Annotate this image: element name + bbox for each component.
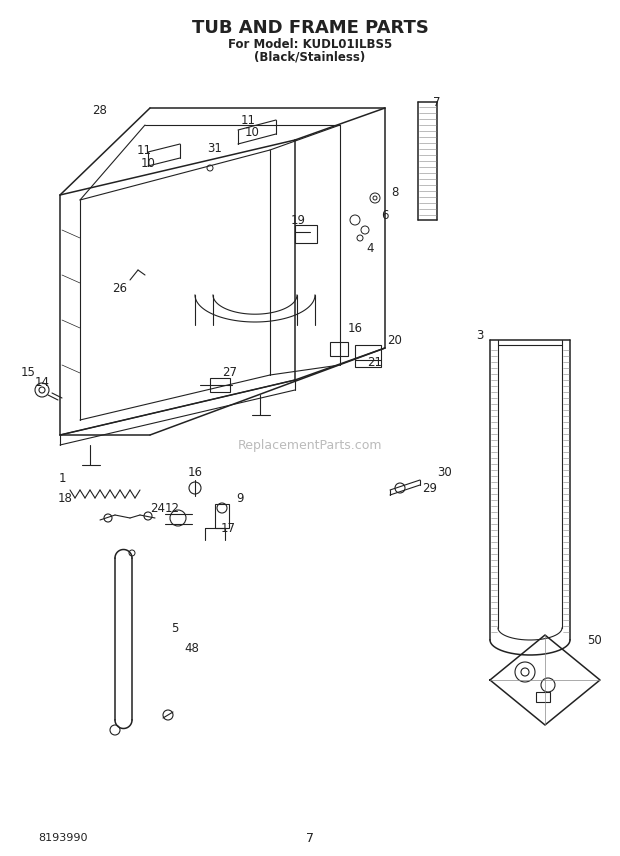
Text: 4: 4	[366, 241, 374, 254]
Text: 8: 8	[391, 186, 399, 199]
Text: 12: 12	[164, 502, 180, 514]
Text: 17: 17	[221, 521, 236, 534]
Text: 31: 31	[208, 141, 223, 154]
Bar	[330, 342, 348, 356]
Text: 10: 10	[244, 126, 259, 139]
Text: 11: 11	[241, 114, 255, 127]
Text: (Black/Stainless): (Black/Stainless)	[254, 51, 366, 63]
Text: 8193990: 8193990	[38, 833, 87, 843]
Text: 14: 14	[35, 376, 50, 389]
Text: 48: 48	[185, 641, 200, 655]
Text: 21: 21	[368, 355, 383, 368]
Bar	[355, 345, 381, 367]
Text: 50: 50	[588, 633, 603, 646]
Text: 26: 26	[112, 282, 128, 294]
Text: 18: 18	[58, 491, 73, 504]
Text: 3: 3	[476, 329, 484, 342]
Text: 6: 6	[381, 209, 389, 222]
Text: 9: 9	[236, 491, 244, 504]
Text: 15: 15	[20, 366, 35, 378]
Text: 20: 20	[388, 334, 402, 347]
Text: 7: 7	[306, 831, 314, 845]
Text: 16: 16	[187, 466, 203, 479]
Bar	[215, 504, 229, 528]
Text: 1: 1	[58, 472, 66, 484]
Text: 16: 16	[347, 322, 363, 335]
Text: 24: 24	[151, 502, 166, 514]
Text: 29: 29	[422, 482, 438, 495]
Text: 5: 5	[171, 621, 179, 634]
Text: 10: 10	[141, 157, 156, 169]
Text: 27: 27	[223, 366, 237, 378]
Text: 7: 7	[433, 96, 441, 109]
Text: 28: 28	[92, 104, 107, 116]
Text: TUB AND FRAME PARTS: TUB AND FRAME PARTS	[192, 19, 428, 37]
Text: 19: 19	[291, 213, 306, 227]
Text: 11: 11	[136, 144, 151, 157]
Text: ReplacementParts.com: ReplacementParts.com	[237, 438, 383, 451]
Bar	[210, 378, 230, 392]
Bar	[295, 225, 317, 243]
Text: 30: 30	[438, 466, 453, 479]
Text: For Model: KUDL01ILBS5: For Model: KUDL01ILBS5	[228, 38, 392, 51]
Bar	[536, 692, 550, 702]
